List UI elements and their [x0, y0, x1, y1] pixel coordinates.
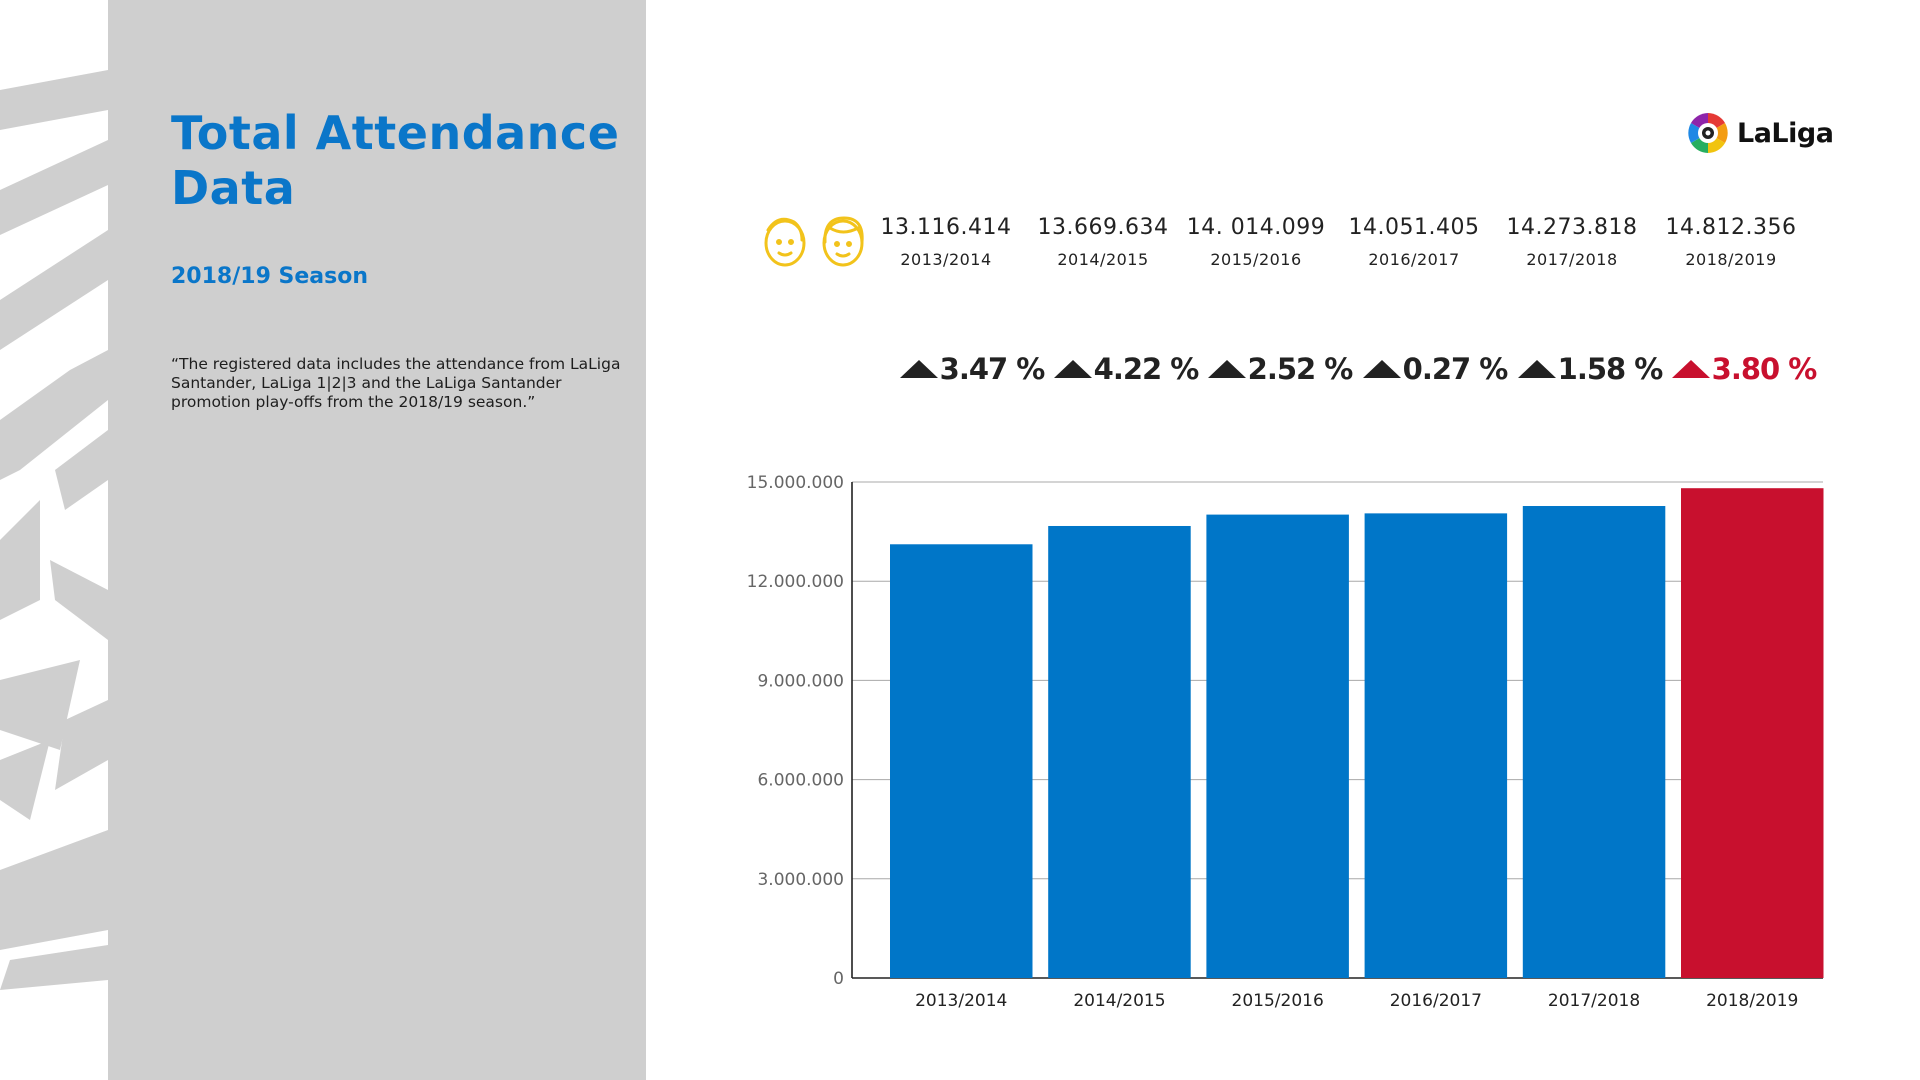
- left-panel: [108, 0, 646, 1080]
- growth-percent: 4.22 %: [1093, 352, 1200, 386]
- laliga-emblem-icon: [1688, 113, 1728, 153]
- y-tick-label: 3.000.000: [757, 870, 844, 890]
- growth-indicator-highlight: 3.80 %: [1664, 352, 1824, 386]
- growth-indicator: 1.58 %: [1510, 352, 1670, 386]
- growth-percent: 0.27 %: [1402, 352, 1509, 386]
- stat-column: 14. 014.099 2015/2016: [1176, 215, 1336, 269]
- bar: [1522, 506, 1666, 978]
- laliga-logo: LaLiga: [1685, 110, 1834, 156]
- up-triangle-icon: [1671, 360, 1710, 378]
- y-tick-label: 9.000.000: [757, 671, 844, 691]
- x-tick-label: 2016/2017: [1390, 991, 1482, 1011]
- attendance-value: 14. 014.099: [1186, 215, 1326, 240]
- growth-indicator: 4.22 %: [1046, 352, 1206, 386]
- growth-percent: 3.80 %: [1711, 352, 1818, 386]
- season-label: 2017/2018: [1526, 250, 1618, 269]
- growth-indicator: 3.47 %: [892, 352, 1052, 386]
- x-tick-label: 2014/2015: [1073, 991, 1165, 1011]
- bar: [1681, 488, 1824, 978]
- bar: [1364, 513, 1508, 978]
- y-tick-label: 15.000.000: [747, 473, 844, 493]
- growth-percent: 3.47 %: [939, 352, 1046, 386]
- stat-column: 13.116.414 2013/2014: [866, 215, 1026, 269]
- stat-column: 14.273.818 2017/2018: [1492, 215, 1652, 269]
- growth-percent: 1.58 %: [1557, 352, 1664, 386]
- attendance-value: 14.273.818: [1506, 215, 1638, 240]
- growth-indicator: 2.52 %: [1200, 352, 1360, 386]
- x-tick-label: 2015/2016: [1232, 991, 1324, 1011]
- stat-column: 13.669.634 2014/2015: [1023, 215, 1183, 269]
- bar: [1206, 514, 1349, 978]
- growth-percent: 2.52 %: [1247, 352, 1354, 386]
- logo-wordmark: LaLiga: [1737, 117, 1834, 149]
- attendance-value: 13.669.634: [1037, 215, 1169, 240]
- up-triangle-icon: [899, 360, 938, 378]
- x-tick-label: 2018/2019: [1706, 991, 1798, 1011]
- season-label: 2014/2015: [1057, 250, 1149, 269]
- stat-column: 14.051.405 2016/2017: [1334, 215, 1494, 269]
- up-triangle-icon: [1362, 360, 1401, 378]
- y-tick-label: 12.000.000: [747, 572, 844, 592]
- footnote-text: “The registered data includes the attend…: [171, 355, 621, 411]
- bar: [1048, 525, 1191, 978]
- stat-column: 14.812.356 2018/2019: [1651, 215, 1811, 269]
- bar: [890, 544, 1033, 978]
- y-tick-label: 0: [833, 969, 844, 989]
- attendance-value: 14.812.356: [1665, 215, 1797, 240]
- attendance-value: 13.116.414: [880, 215, 1012, 240]
- x-tick-label: 2017/2018: [1548, 991, 1640, 1011]
- x-tick-label: 2013/2014: [915, 991, 1007, 1011]
- season-label: 2018/2019: [1685, 250, 1777, 269]
- growth-indicator: 0.27 %: [1355, 352, 1515, 386]
- page-title: Total Attendance Data: [171, 106, 620, 215]
- attendance-value: 14.051.405: [1348, 215, 1480, 240]
- up-triangle-icon: [1207, 360, 1246, 378]
- up-triangle-icon: [1053, 360, 1092, 378]
- season-label: 2013/2014: [900, 250, 992, 269]
- season-subtitle: 2018/19 Season: [171, 264, 369, 289]
- season-label: 2016/2017: [1368, 250, 1460, 269]
- two-faces-icon: [764, 216, 864, 267]
- y-tick-label: 6.000.000: [757, 771, 844, 791]
- season-label: 2015/2016: [1210, 250, 1302, 269]
- stadium-decoration: [0, 70, 108, 990]
- up-triangle-icon: [1517, 360, 1556, 378]
